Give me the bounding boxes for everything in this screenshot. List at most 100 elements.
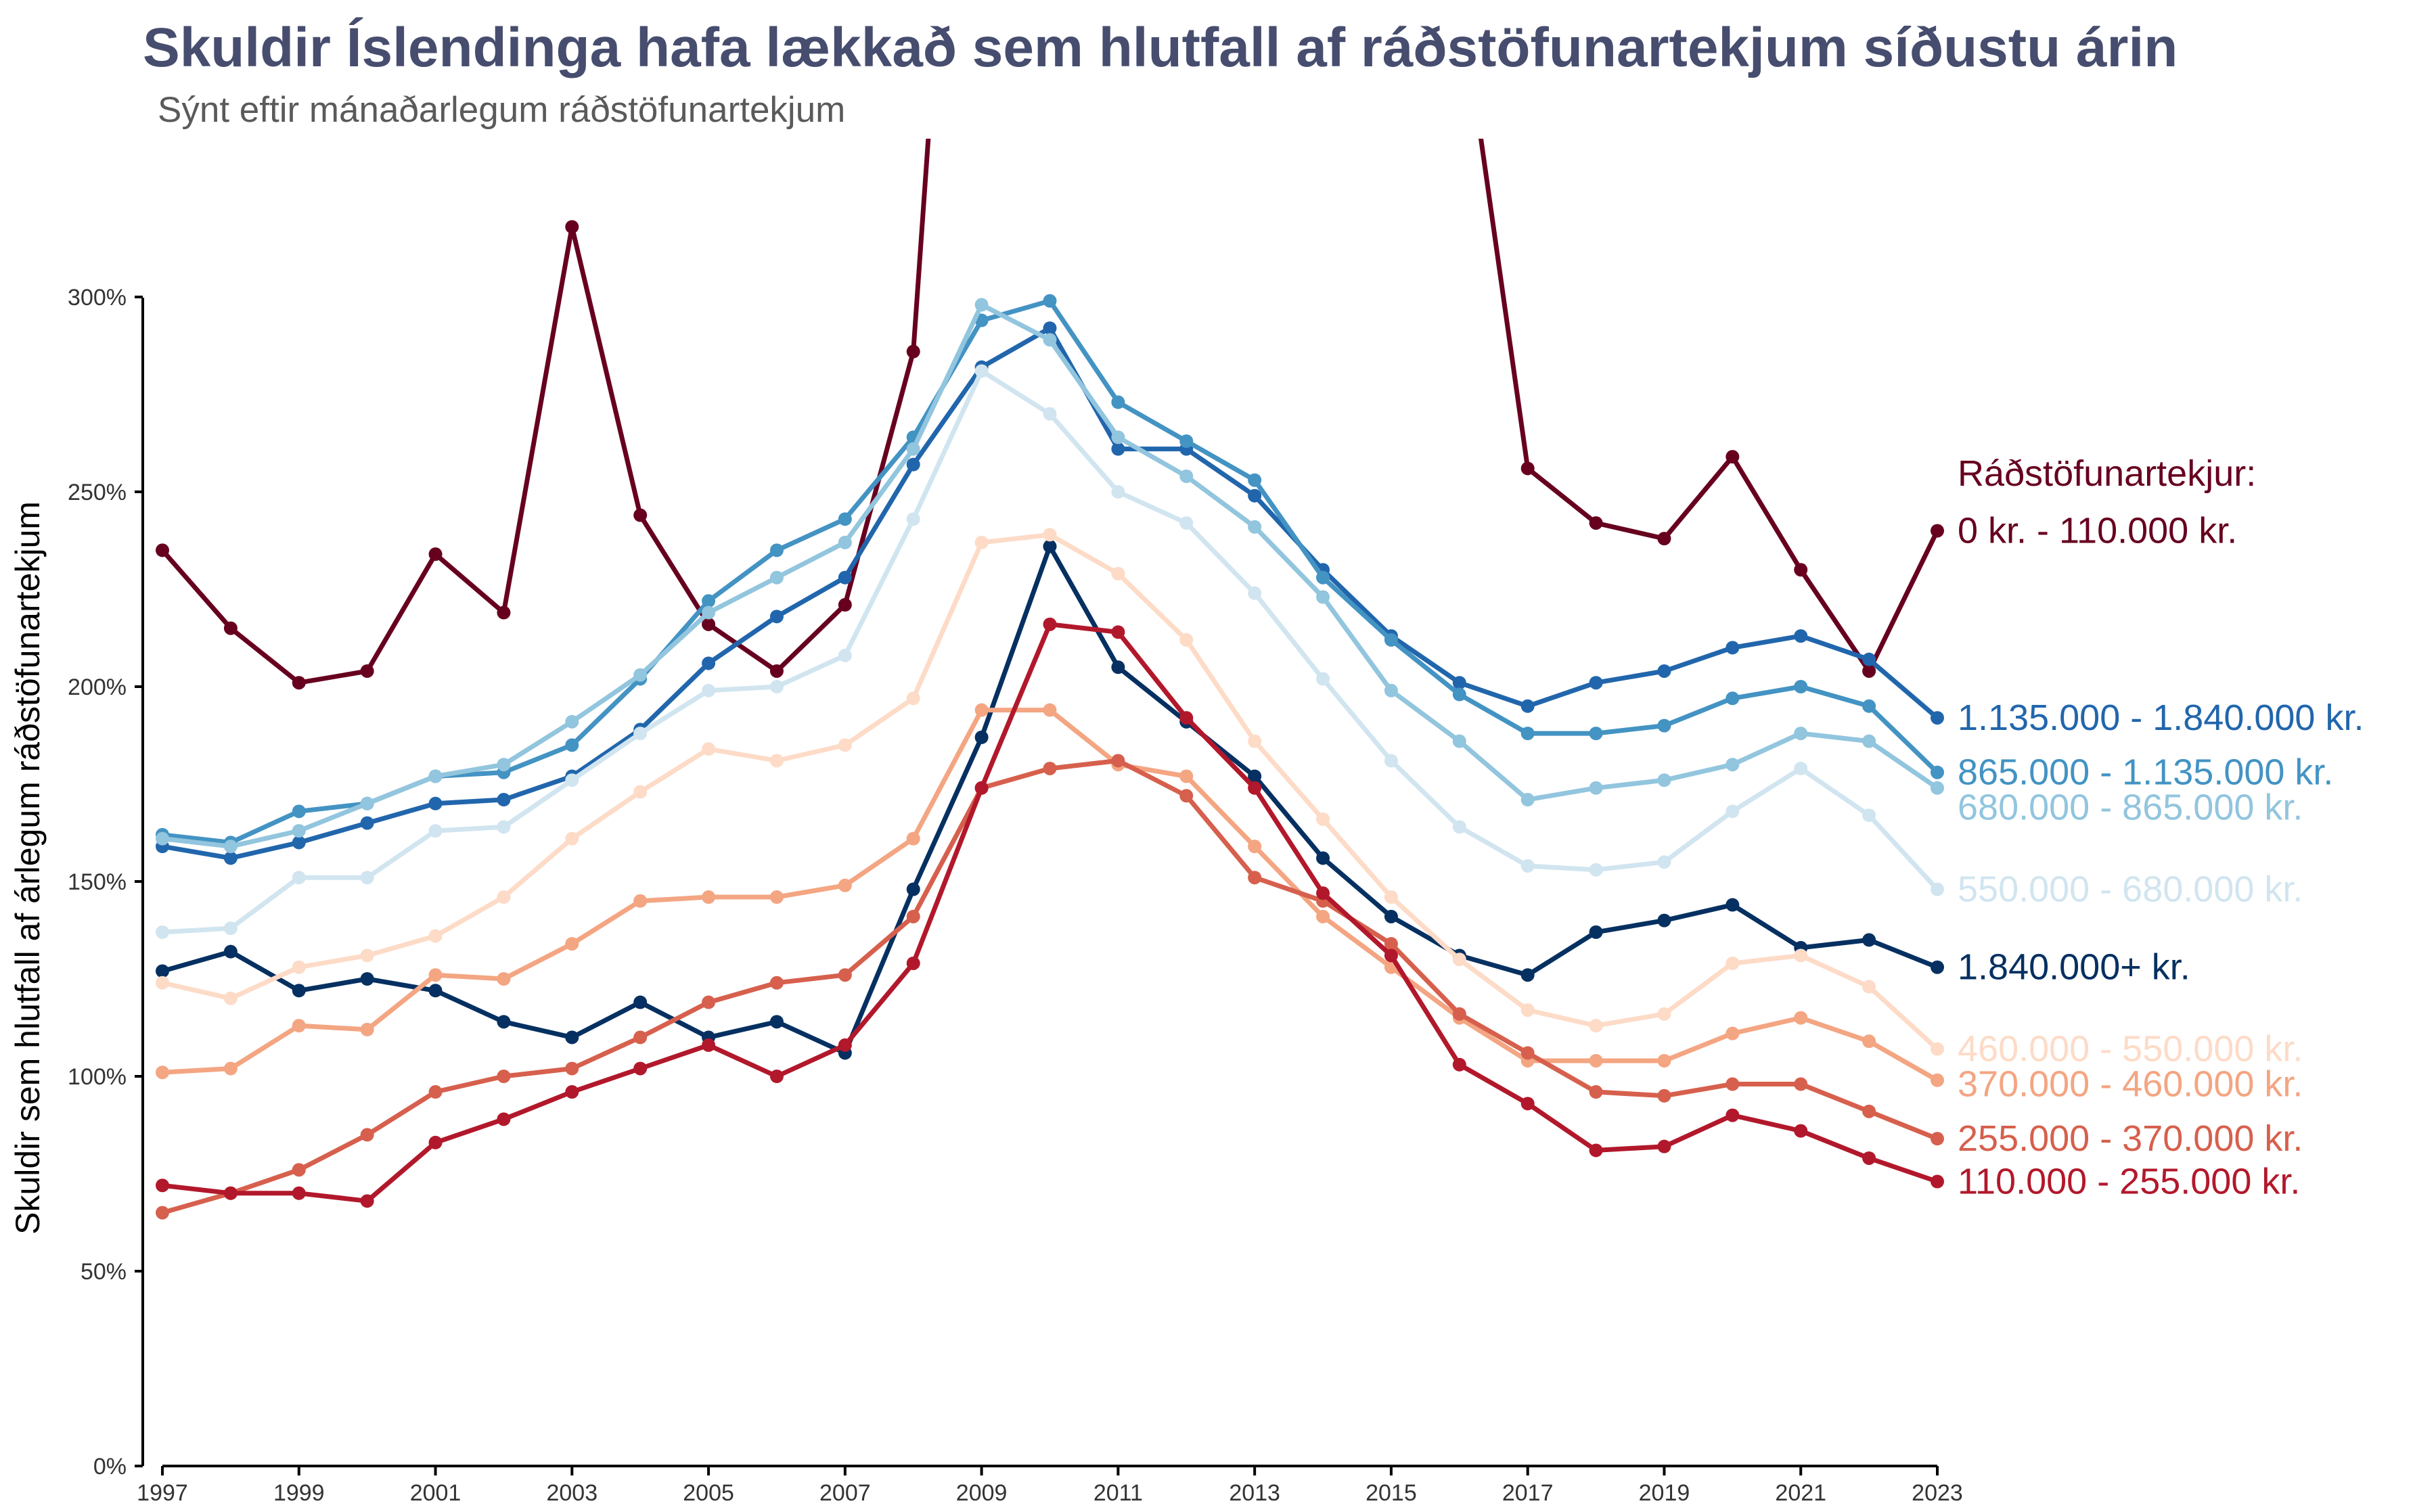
data-point [565, 738, 579, 752]
data-point [1316, 909, 1330, 923]
data-point [1589, 1085, 1603, 1099]
data-point [292, 1186, 306, 1200]
data-point [1316, 590, 1330, 604]
data-point [1384, 754, 1398, 768]
data-point [702, 1038, 716, 1052]
data-point [1589, 1143, 1603, 1158]
data-point [428, 1135, 443, 1149]
data-point [1794, 629, 1808, 643]
series-line [160, 298, 1940, 845]
data-point [428, 547, 443, 562]
data-point [1931, 711, 1944, 725]
x-tick-label: 2013 [1229, 1480, 1280, 1506]
data-point [1794, 1011, 1808, 1025]
data-point [1726, 804, 1740, 819]
series-lines [156, 139, 1944, 1220]
data-point [702, 995, 716, 1009]
data-point [1931, 765, 1944, 779]
data-point [1316, 672, 1330, 686]
data-point [1657, 1053, 1671, 1068]
data-point [428, 984, 443, 998]
data-point [1520, 1003, 1535, 1017]
data-point [1657, 773, 1671, 787]
data-point [1726, 1026, 1740, 1040]
data-point [565, 1061, 579, 1076]
series-end-label: 1.840.000+ kr. [1958, 947, 2190, 988]
data-point [223, 621, 238, 635]
data-point [1179, 789, 1194, 803]
data-point [1111, 660, 1125, 674]
data-point [1452, 1057, 1466, 1072]
data-point [1179, 469, 1194, 483]
data-point [1726, 1108, 1740, 1122]
y-tick-label: 300% [68, 285, 127, 311]
data-point [1862, 980, 1876, 994]
data-point [702, 617, 716, 631]
data-point [1043, 294, 1057, 308]
x-tick-label: 2001 [410, 1480, 461, 1506]
data-point [1726, 450, 1740, 464]
data-point [1248, 769, 1262, 783]
chart-subtitle: Sýnt eftir mánaðarlegum ráðstöfunartekju… [158, 90, 846, 130]
y-axis-title: Skuldir sem hlutfall af árlegum ráðstöfu… [9, 501, 47, 1235]
data-point [838, 598, 852, 612]
y-tick-label: 100% [68, 1064, 127, 1090]
data-point [838, 535, 852, 549]
data-point [1726, 898, 1740, 912]
data-point [1862, 808, 1876, 823]
data-point [1862, 1034, 1876, 1049]
data-point [1111, 442, 1125, 456]
data-point [702, 605, 716, 620]
data-point [1657, 913, 1671, 927]
data-point [1726, 1077, 1740, 1091]
data-point [702, 656, 716, 670]
x-tick-label: 2023 [1912, 1480, 1963, 1506]
data-point [156, 1178, 169, 1193]
data-point [360, 1022, 374, 1036]
chart-title: Skuldir Íslendinga hafa lækkað sem hlutf… [143, 17, 2178, 78]
series-1 [156, 139, 1944, 690]
data-point [1520, 793, 1535, 807]
data-point [1111, 625, 1125, 639]
data-point [769, 890, 784, 904]
data-point [769, 570, 784, 585]
data-point [1248, 871, 1262, 885]
data-point [1043, 528, 1057, 542]
series-line [160, 532, 1940, 1052]
data-point [497, 820, 511, 834]
data-point [223, 840, 238, 854]
series-end-label: 110.000 - 255.000 kr. [1958, 1162, 2300, 1202]
data-point [497, 1015, 511, 1029]
data-point [906, 882, 920, 896]
data-point [906, 442, 920, 456]
data-point [1520, 699, 1535, 713]
series-7 [156, 528, 1944, 1056]
data-point [1452, 1007, 1466, 1021]
data-point [292, 1019, 306, 1033]
data-point [428, 769, 443, 783]
data-point [974, 730, 989, 744]
data-point [633, 1030, 648, 1045]
data-point [838, 648, 852, 662]
data-point [1726, 956, 1740, 970]
x-tick-label: 2011 [1093, 1480, 1143, 1506]
data-point [633, 995, 648, 1009]
data-point [1794, 1077, 1808, 1091]
data-point [565, 773, 579, 787]
data-point [223, 944, 238, 959]
data-point [702, 890, 716, 904]
data-point [906, 512, 920, 526]
data-point [838, 738, 852, 752]
data-point [1794, 948, 1808, 963]
data-point [497, 605, 511, 620]
data-point [769, 680, 784, 693]
data-point [1520, 461, 1535, 476]
data-point [156, 1066, 169, 1080]
data-point [702, 742, 716, 756]
data-point [1931, 524, 1944, 538]
data-point [1931, 1174, 1944, 1189]
series-5 [156, 364, 1944, 939]
data-point [1520, 968, 1535, 982]
y-tick-label: 0% [93, 1454, 127, 1480]
data-point [1179, 434, 1194, 449]
